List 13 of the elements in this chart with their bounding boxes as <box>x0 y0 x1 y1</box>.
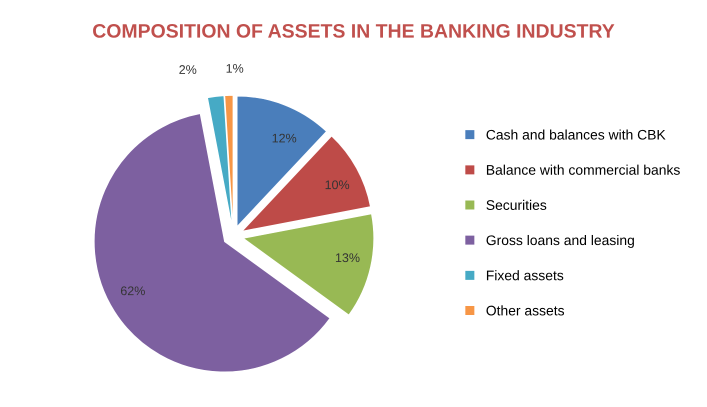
data-label: 62% <box>120 286 145 296</box>
legend-label: Fixed assets <box>486 270 564 280</box>
legend-label: Gross loans and leasing <box>486 234 634 248</box>
data-label: 10% <box>326 180 350 190</box>
legend-label: Cash and balances with CBK <box>486 129 666 140</box>
data-label: 2% <box>179 65 196 74</box>
data-label: 12% <box>272 134 296 142</box>
legend-label: Balance with commercial banks <box>486 164 680 175</box>
data-label: 13% <box>336 253 360 262</box>
legend-label: Other assets <box>486 305 564 316</box>
data-label: 1% <box>226 64 244 73</box>
legend-label: Securities <box>486 200 546 210</box>
chart-title: COMPOSITION OF ASSETS IN THE BANKING INDUSTRY <box>93 24 614 38</box>
